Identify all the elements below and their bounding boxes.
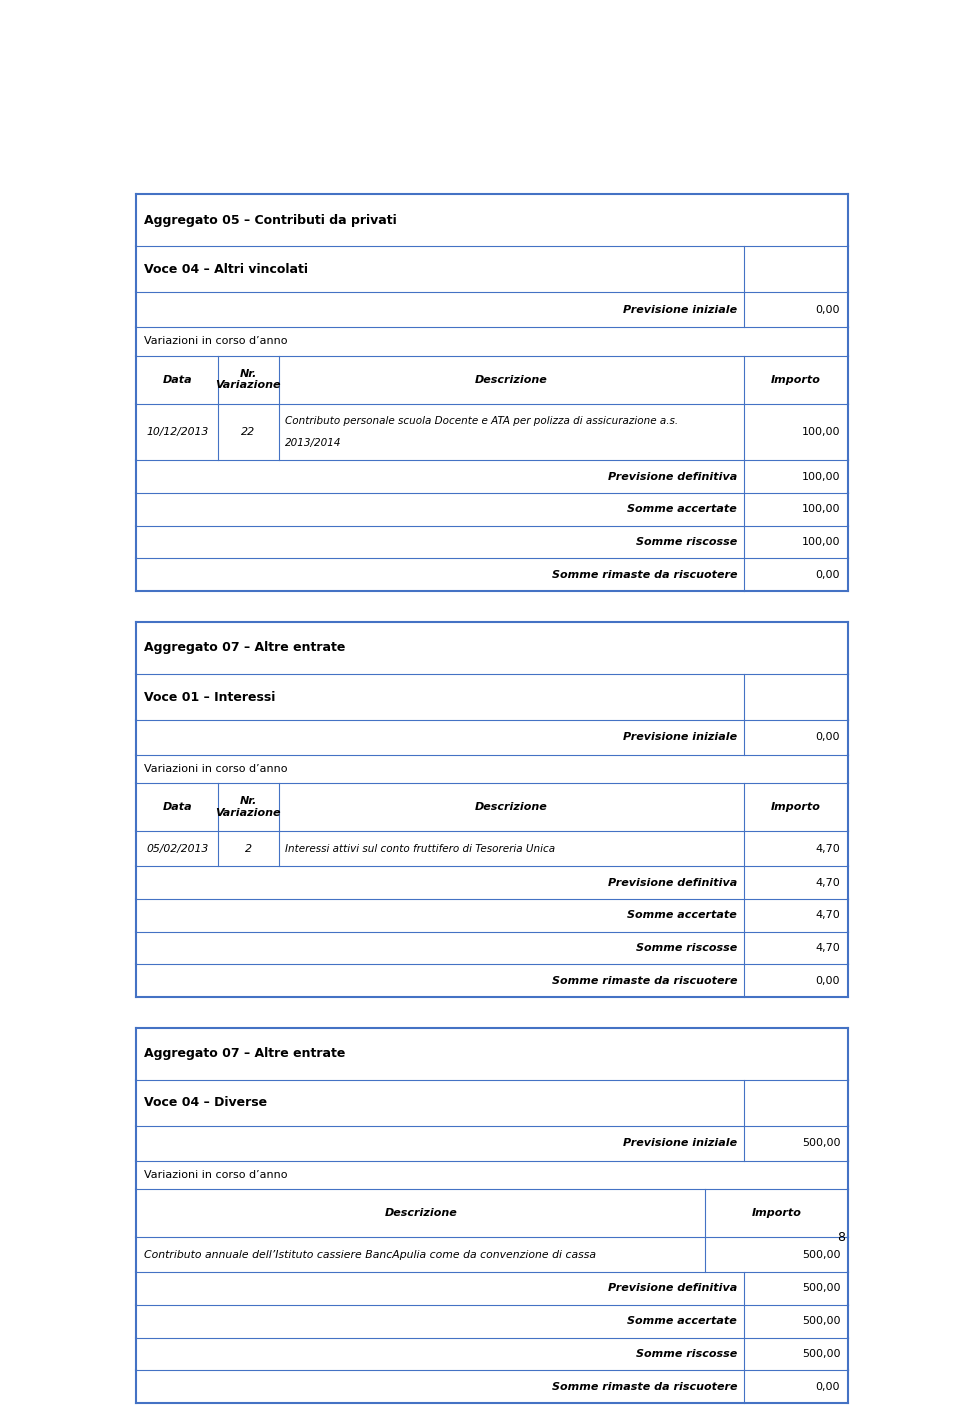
Text: Voce 04 – Altri vincolati: Voce 04 – Altri vincolati <box>144 262 308 276</box>
Text: 500,00: 500,00 <box>802 1138 840 1148</box>
Text: Previsione definitiva: Previsione definitiva <box>608 1284 737 1294</box>
Text: Descrizione: Descrizione <box>475 802 548 812</box>
Text: Data: Data <box>162 374 192 384</box>
Text: Aggregato 07 – Altre entrate: Aggregato 07 – Altre entrate <box>144 642 346 655</box>
Text: Aggregato 07 – Altre entrate: Aggregato 07 – Altre entrate <box>144 1047 346 1060</box>
Text: 0,00: 0,00 <box>816 733 840 743</box>
Text: 4,70: 4,70 <box>815 843 840 853</box>
Text: Voce 01 – Interessi: Voce 01 – Interessi <box>144 690 276 703</box>
Text: Descrizione: Descrizione <box>385 1209 457 1219</box>
Text: Somme rimaste da riscuotere: Somme rimaste da riscuotere <box>552 570 737 580</box>
Text: 500,00: 500,00 <box>802 1349 840 1359</box>
Text: Somme rimaste da riscuotere: Somme rimaste da riscuotere <box>552 976 737 986</box>
Text: Nr.
Variazione: Nr. Variazione <box>216 368 281 390</box>
Text: Importo: Importo <box>752 1209 802 1219</box>
Text: 100,00: 100,00 <box>802 537 840 547</box>
Text: 100,00: 100,00 <box>802 427 840 436</box>
Text: Previsione definitiva: Previsione definitiva <box>608 877 737 887</box>
Text: Somme rimaste da riscuotere: Somme rimaste da riscuotere <box>552 1382 737 1391</box>
Text: Previsione iniziale: Previsione iniziale <box>623 1138 737 1148</box>
Text: 4,70: 4,70 <box>815 910 840 920</box>
Text: Aggregato 05 – Contributi da privati: Aggregato 05 – Contributi da privati <box>144 214 396 227</box>
Text: Somme riscosse: Somme riscosse <box>636 942 737 954</box>
Text: 2: 2 <box>245 843 252 853</box>
Text: Descrizione: Descrizione <box>475 374 548 384</box>
Text: Contributo personale scuola Docente e ATA per polizza di assicurazione a.s.: Contributo personale scuola Docente e AT… <box>284 417 678 427</box>
Text: Somme accertate: Somme accertate <box>627 1316 737 1326</box>
Text: Variazioni in corso d’anno: Variazioni in corso d’anno <box>144 1170 287 1180</box>
Text: Somme riscosse: Somme riscosse <box>636 537 737 547</box>
Text: Voce 04 – Diverse: Voce 04 – Diverse <box>144 1097 267 1110</box>
Text: Nr.
Variazione: Nr. Variazione <box>216 796 281 818</box>
Text: Importo: Importo <box>771 802 821 812</box>
Text: Contributo annuale dell’Istituto cassiere BancApulia come da convenzione di cass: Contributo annuale dell’Istituto cassier… <box>144 1250 596 1260</box>
Text: 0,00: 0,00 <box>816 305 840 315</box>
Text: Variazioni in corso d’anno: Variazioni in corso d’anno <box>144 336 287 346</box>
Text: 100,00: 100,00 <box>802 504 840 514</box>
Text: 500,00: 500,00 <box>802 1250 840 1260</box>
Text: 8: 8 <box>837 1230 846 1244</box>
Text: Data: Data <box>162 802 192 812</box>
Text: 4,70: 4,70 <box>815 942 840 954</box>
Text: Somme accertate: Somme accertate <box>627 504 737 514</box>
Text: Interessi attivi sul conto fruttifero di Tesoreria Unica: Interessi attivi sul conto fruttifero di… <box>284 843 555 853</box>
Text: Variazioni in corso d’anno: Variazioni in corso d’anno <box>144 764 287 774</box>
Text: 500,00: 500,00 <box>802 1284 840 1294</box>
Text: Previsione definitiva: Previsione definitiva <box>608 472 737 482</box>
Text: 100,00: 100,00 <box>802 472 840 482</box>
Text: 22: 22 <box>241 427 255 436</box>
Text: Importo: Importo <box>771 374 821 384</box>
Text: 0,00: 0,00 <box>816 976 840 986</box>
Text: Somme accertate: Somme accertate <box>627 910 737 920</box>
Text: 4,70: 4,70 <box>815 877 840 887</box>
Text: Somme riscosse: Somme riscosse <box>636 1349 737 1359</box>
Text: Previsione iniziale: Previsione iniziale <box>623 733 737 743</box>
Text: 10/12/2013: 10/12/2013 <box>146 427 208 436</box>
Text: 2013/2014: 2013/2014 <box>284 438 341 448</box>
Text: 0,00: 0,00 <box>816 570 840 580</box>
Text: 0,00: 0,00 <box>816 1382 840 1391</box>
Text: 500,00: 500,00 <box>802 1316 840 1326</box>
Text: Previsione iniziale: Previsione iniziale <box>623 305 737 315</box>
Text: 05/02/2013: 05/02/2013 <box>146 843 208 853</box>
